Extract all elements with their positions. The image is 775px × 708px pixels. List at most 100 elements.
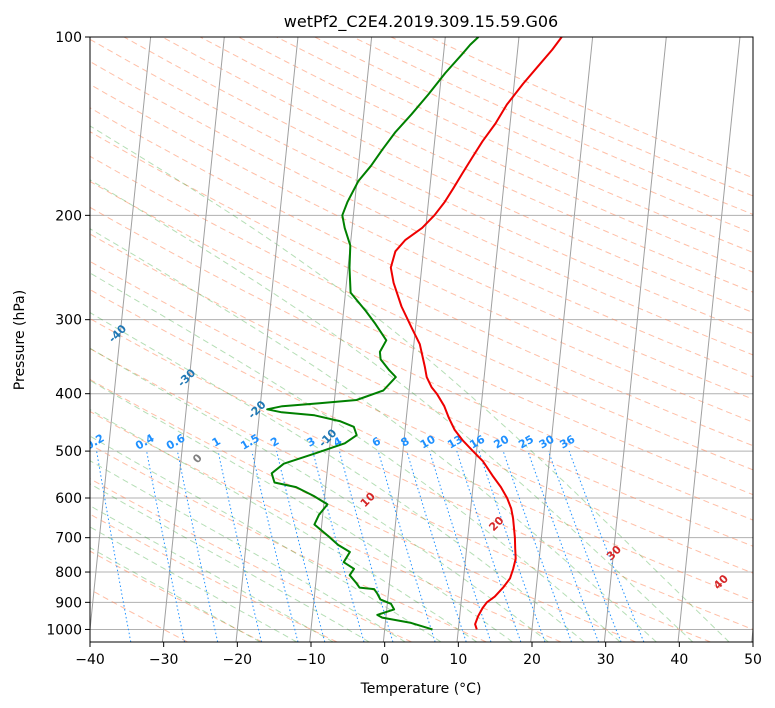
mixing-ratio-line: [406, 450, 467, 642]
moist-adiabat: [90, 125, 730, 642]
x-tick-label: −10: [296, 652, 326, 668]
x-tick-label: 20: [523, 652, 541, 668]
y-tick-label: 700: [55, 531, 82, 547]
x-axis-label: Temperature (°C): [360, 681, 482, 697]
mixing-ratio-label: 36: [558, 432, 578, 451]
dry-adiabat: [90, 61, 753, 378]
mixing-ratio-label: 20: [492, 432, 512, 451]
dry-adiabat: [90, 513, 338, 642]
mixing-ratio-line: [547, 450, 622, 642]
isotherm: [530, 37, 594, 642]
plot-frame: [89, 36, 754, 643]
moist-adiabat-label: 30: [604, 543, 624, 563]
dry-adiabat: [90, 348, 711, 642]
x-tick-label: 30: [597, 652, 615, 668]
isotherm: [382, 37, 446, 642]
dewpoint-profile: [266, 37, 480, 631]
dry-adiabat: [90, 206, 753, 521]
isotherm: [677, 37, 741, 642]
x-tick-label: −40: [75, 652, 105, 668]
x-tick-label: −30: [149, 652, 179, 668]
mixing-ratio-label: 30: [537, 432, 557, 451]
isotherm: [751, 624, 753, 642]
moist-adiabat-label: 40: [711, 572, 731, 592]
mixing-ratio-label: 25: [516, 433, 536, 452]
y-axis: 100 200 300 400 500 600 700 800 900 1000: [46, 30, 90, 638]
dry-adiabat: [90, 107, 753, 423]
isotherm: [235, 37, 299, 642]
isotherm: [309, 37, 373, 642]
mixing-ratio-label: 6: [370, 434, 383, 449]
mixing-ratio-label: 2: [268, 435, 281, 450]
dry-adiabat: [314, 37, 753, 234]
dry-adiabat: [90, 410, 562, 642]
isotherm: [0, 37, 3, 642]
moist-adiabat: [90, 272, 621, 642]
moist-adiabat: [90, 179, 694, 642]
y-tick-label: 400: [55, 387, 82, 403]
x-tick-label: 50: [744, 652, 762, 668]
x-tick-label: −20: [223, 652, 253, 668]
y-tick-label: 100: [55, 30, 82, 46]
isotherm: [603, 37, 667, 642]
moist-adiabat: [90, 460, 406, 642]
dry-adiabat: [123, 37, 753, 335]
dry-adiabat: [429, 37, 753, 179]
y-axis-label: Pressure (hPa): [12, 290, 28, 390]
mixing-ratio-label: 10: [418, 432, 438, 451]
mixing-ratio-label: 1.5: [238, 432, 261, 453]
moist-adiabat: [90, 379, 513, 642]
moist-adiabat: [90, 505, 334, 642]
mixing-ratio-line: [478, 450, 546, 642]
mixing-ratio-line: [502, 450, 572, 642]
isotherm-label: -30: [175, 366, 198, 389]
mixing-ratio-label: 3: [304, 435, 317, 450]
mixing-ratio-line: [96, 451, 132, 642]
mixing-ratio-label: 0.4: [133, 431, 157, 452]
temperature-profile: [389, 37, 563, 630]
moist-adiabat: [90, 347, 549, 642]
mixing-ratio-line: [377, 450, 436, 642]
mixing-ratio-line: [456, 450, 522, 642]
profile-series: [266, 37, 563, 631]
dry-adiabat: [90, 131, 753, 447]
y-tick-label: 600: [55, 491, 82, 507]
y-tick-label: 1000: [46, 622, 82, 638]
mixing-ratio-line: [527, 450, 600, 642]
x-tick-label: 40: [670, 652, 688, 668]
moist-adiabat: [90, 228, 657, 642]
mixing-ratio-label: 8: [398, 435, 411, 450]
x-tick-label: 10: [449, 652, 467, 668]
mixing-ratio-line: [568, 450, 645, 642]
mixing-ratio-line: [146, 451, 185, 642]
mixing-ratio-line: [217, 450, 262, 642]
dry-adiabat: [90, 443, 487, 642]
mixing-ratio-line: [176, 450, 219, 642]
isotherm-label: -20: [245, 398, 268, 421]
isotherm: [90, 37, 152, 635]
moist-adiabat-label: 0: [190, 451, 205, 466]
background-lines: 0.10.20.40.611.52346810131620253036-100-…: [0, 37, 753, 642]
isotherm-label: -50: [37, 273, 60, 296]
mixing-ratio-label: 0.2: [83, 432, 106, 453]
chart-title: wetPf2_C2E4.2019.309.15.59.G06: [284, 12, 558, 32]
dry-adiabat: [90, 318, 753, 630]
mixing-ratio-line: [429, 450, 492, 642]
dry-adiabat: [90, 233, 753, 547]
isotherm: [161, 37, 225, 642]
dry-adiabat: [276, 37, 753, 254]
y-tick-label: 900: [55, 595, 82, 611]
isotherm-label: -40: [106, 322, 129, 345]
moist-adiabat-label: 20: [487, 514, 507, 534]
moist-adiabat: [90, 435, 442, 642]
moist-adiabat: [90, 408, 478, 642]
y-tick-label: 800: [55, 565, 82, 581]
y-tick-label: 500: [55, 444, 82, 460]
x-tick-label: 0: [380, 652, 389, 668]
y-tick-label: 300: [55, 313, 82, 329]
mixing-ratio-label: 13: [445, 433, 465, 452]
mixing-ratio-label: 0.6: [164, 431, 188, 452]
mixing-ratio-line: [312, 450, 365, 642]
y-tick-label: 200: [55, 208, 82, 224]
